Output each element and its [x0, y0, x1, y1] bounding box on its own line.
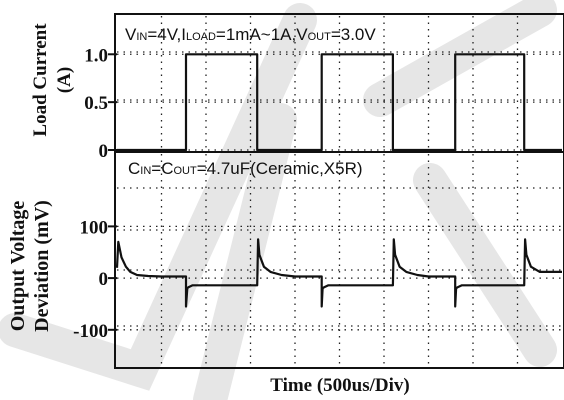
top-y-tick-label: 0 — [99, 141, 109, 162]
output-voltage-series — [115, 238, 562, 308]
load-current-trace — [117, 53, 562, 152]
annotation-segment: IN — [140, 165, 151, 177]
annotation-segment: =C — [151, 159, 173, 178]
top-y-tick-label: 1.0 — [84, 45, 108, 66]
bottom-y-tick-label: 0 — [99, 269, 109, 290]
top-panel-grid — [108, 16, 562, 151]
top-y-tick-label: 0.5 — [84, 93, 108, 114]
annotation-segment: V — [125, 25, 137, 44]
top-y-tick-labels: 1.0 0.5 0 — [84, 45, 108, 162]
x-axis-label: Time (500us/Div) — [270, 375, 410, 396]
top-y-axis-label-line2: (A) — [54, 67, 75, 93]
bottom-y-axis-label-line1: Output Voltage — [7, 201, 29, 332]
load-current-series — [117, 53, 562, 152]
annotation-segment: OUT — [308, 31, 332, 43]
bottom-panel-frame — [114, 151, 564, 369]
annotation-segment: =4V,I — [147, 25, 186, 44]
bottom-y-tick-label: -100 — [73, 321, 108, 342]
annotation-segment: LOAD — [186, 31, 216, 43]
bottom-y-axis-label-line2: Deviation (mV) — [31, 200, 53, 332]
bottom-y-tick-label: 100 — [80, 217, 109, 238]
capacitor-annotation: CIN=COUT=4.7uF(Ceramic,X5R) — [128, 159, 363, 178]
top-y-axis-label-line1: Load Current — [30, 23, 51, 137]
annotation-segment: C — [128, 159, 140, 178]
output-voltage-trace — [115, 238, 562, 308]
load-condition-annotation: VIN=4V,ILOAD=1mA~1A,VOUT=3.0V — [125, 25, 376, 44]
annotation-segment: OUT — [174, 165, 198, 177]
bottom-panel-grid — [108, 154, 562, 366]
annotation-segment: =4.7uF(Ceramic,X5R) — [197, 159, 363, 178]
annotation-segment: =3.0V — [331, 25, 377, 44]
annotation-segment: IN — [136, 31, 147, 43]
annotation-segment: =1mA~1A,V — [216, 25, 308, 44]
bottom-y-tick-labels: 100 0 -100 — [73, 217, 108, 341]
